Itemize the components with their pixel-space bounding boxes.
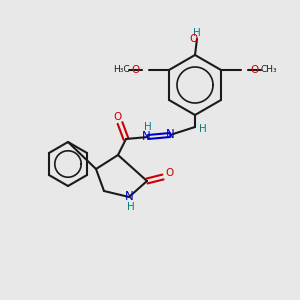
Text: O: O bbox=[165, 168, 173, 178]
Text: O: O bbox=[114, 112, 122, 122]
Text: O: O bbox=[251, 65, 259, 75]
Text: N: N bbox=[124, 190, 134, 203]
Text: N: N bbox=[142, 130, 150, 143]
Text: H: H bbox=[144, 122, 152, 132]
Text: CH₃: CH₃ bbox=[261, 65, 277, 74]
Text: H: H bbox=[193, 28, 201, 38]
Text: H₃C: H₃C bbox=[113, 65, 129, 74]
Text: H: H bbox=[199, 124, 207, 134]
Text: N: N bbox=[166, 128, 174, 142]
Text: O: O bbox=[131, 65, 139, 75]
Text: O: O bbox=[189, 34, 197, 44]
Text: H: H bbox=[127, 202, 135, 212]
